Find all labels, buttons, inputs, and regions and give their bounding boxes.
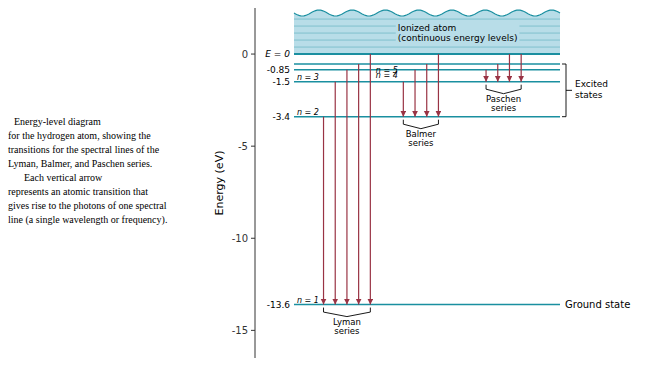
transition-arrow xyxy=(414,70,415,117)
ionized-edge xyxy=(294,10,560,16)
note-line: line (a single wavelength or frequency). xyxy=(8,214,167,226)
series-label-line: series xyxy=(408,138,434,148)
bracket-label-line: states xyxy=(575,90,603,100)
transition-arrow xyxy=(346,70,347,305)
note-line: Each vertical arrow xyxy=(14,172,103,183)
region-label: Ionized atom(continuous energy levels) xyxy=(398,23,518,44)
transition-arrow xyxy=(370,54,371,305)
y-axis-label: Energy (eV) xyxy=(213,151,226,216)
annotation: Ground state xyxy=(565,299,630,310)
level-value-label: -13.6 xyxy=(267,300,291,310)
axis-line xyxy=(255,8,256,358)
energy-level xyxy=(294,53,560,55)
series-label-line: Paschen xyxy=(486,94,521,104)
transition-arrow xyxy=(335,82,336,305)
level-name: n = 5 xyxy=(376,66,398,75)
transition-arrow xyxy=(426,64,427,117)
texts: Ionized atom(continuous energy levels) -1… xyxy=(265,22,630,337)
series-label: Paschenseries xyxy=(486,94,521,114)
series-label-line: Lyman xyxy=(333,317,361,327)
transition-arrow xyxy=(485,70,486,82)
transition-arrow xyxy=(438,54,439,117)
level-name: n = 1 xyxy=(297,296,319,305)
note-line: gives rise to the photons of one spectra… xyxy=(8,200,167,211)
level-value-label: E = 0 xyxy=(265,49,290,59)
level-name: n = 2 xyxy=(297,108,319,117)
chart: Ionized atom(continuous energy levels) -1… xyxy=(0,0,661,368)
bracket-label: Excitedstates xyxy=(575,79,608,100)
series-brace xyxy=(486,85,521,94)
transition-arrow xyxy=(521,54,522,82)
series-brace xyxy=(403,120,438,129)
transition-arrow xyxy=(509,54,510,82)
series-label: Balmerseries xyxy=(406,129,437,149)
tick xyxy=(251,238,255,239)
transition-arrow xyxy=(497,64,498,82)
tick-label: -10 xyxy=(232,233,248,244)
continuum-line xyxy=(294,19,560,20)
ionized-region xyxy=(294,10,560,54)
note-line: represents an atomic transition that xyxy=(8,186,148,197)
level-value-label: -3.4 xyxy=(272,112,290,122)
series-label-line: Balmer xyxy=(406,129,437,139)
y-axis: -15 -10 -5 0 Energy (eV) xyxy=(213,8,255,358)
note-line: for the hydrogen atom, showing the xyxy=(8,130,151,141)
label-background xyxy=(396,22,520,45)
transition-arrow xyxy=(358,64,359,305)
plot-area xyxy=(294,10,560,305)
series-label-line: series xyxy=(491,103,517,113)
note-line: Lyman, Balmer, and Paschen series. xyxy=(8,158,152,169)
state-bracket xyxy=(562,64,572,117)
series-label: Lymanseries xyxy=(333,317,361,337)
region-label-line: Ionized atom xyxy=(398,23,457,33)
tick-label: -15 xyxy=(232,325,248,336)
level-name: n = 3 xyxy=(297,73,319,82)
tick-label: 0 xyxy=(242,49,248,60)
tick xyxy=(251,330,255,331)
level-value-label: -1.5 xyxy=(272,77,290,87)
note-line: transitions for the spectral lines of th… xyxy=(8,144,160,155)
note-line: Energy-level diagram xyxy=(14,116,101,127)
bracket-label-line: Excited xyxy=(575,79,608,89)
tick xyxy=(251,54,255,55)
series-label-line: series xyxy=(334,326,360,336)
transition-arrow xyxy=(403,82,404,117)
transition-arrow xyxy=(323,117,324,305)
level-value-label: -0.85 xyxy=(267,65,290,75)
continuum-line xyxy=(294,47,560,48)
region-label-line: (continuous energy levels) xyxy=(398,33,518,43)
energy-level xyxy=(294,304,560,306)
series-brace xyxy=(324,308,371,317)
tick-label: -5 xyxy=(238,141,248,152)
tick xyxy=(251,146,255,147)
